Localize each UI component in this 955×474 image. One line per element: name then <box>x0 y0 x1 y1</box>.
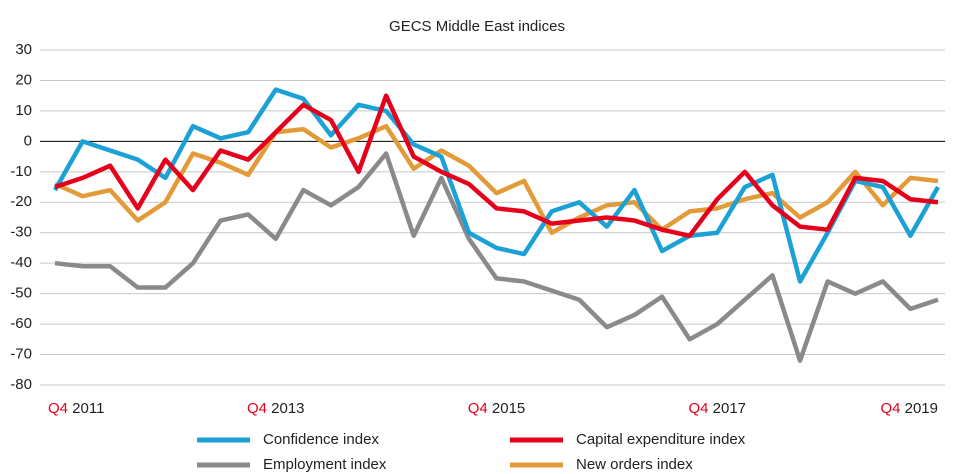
line-series <box>54 93 939 239</box>
x-tick-label: Q4 2013 <box>247 400 305 417</box>
y-tick-label: -20 <box>10 193 32 210</box>
legend-label: New orders index <box>576 456 693 473</box>
x-tick-label: Q4 2017 <box>688 400 746 417</box>
y-tick-label: -10 <box>10 163 32 180</box>
line-series <box>54 151 939 363</box>
x-tick-label: Q4 2019 <box>880 400 938 417</box>
x-tick-label: Q4 2015 <box>468 400 526 417</box>
line-series <box>53 87 940 284</box>
y-tick-label: 20 <box>15 71 32 88</box>
y-tick-label: -50 <box>10 285 32 302</box>
legend-label: Confidence index <box>263 431 379 448</box>
line-series <box>54 123 939 235</box>
y-tick-label: -40 <box>10 254 32 271</box>
legend-label: Employment index <box>263 456 387 473</box>
y-tick-label: -70 <box>10 346 32 363</box>
y-tick-label: -30 <box>10 224 32 241</box>
x-tick-label: Q4 2011 <box>48 400 104 417</box>
y-tick-label: 30 <box>15 41 32 58</box>
y-tick-label: -80 <box>10 376 32 393</box>
chart-subtitle: GECS Middle East indices <box>389 18 565 35</box>
y-tick-label: 0 <box>24 132 32 149</box>
legend-label: Capital expenditure index <box>576 431 746 448</box>
y-tick-label: 10 <box>15 102 32 119</box>
y-tick-label: -60 <box>10 315 32 332</box>
